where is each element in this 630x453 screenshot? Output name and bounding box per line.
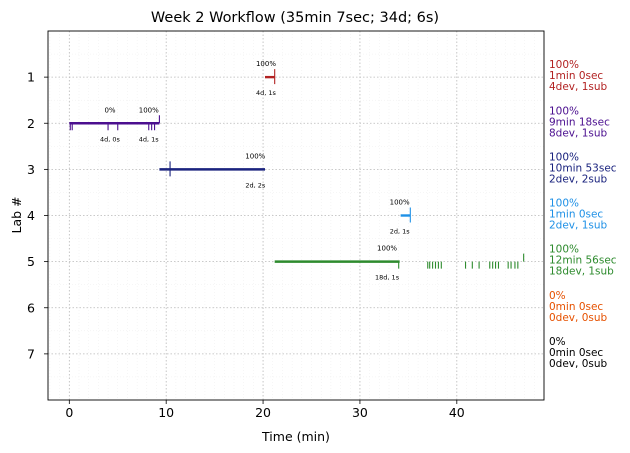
- lab-2-percent-label: 100%: [139, 106, 159, 114]
- y-tick-label: 4: [27, 208, 35, 223]
- lab-4-count-label: 2d, 1s: [390, 228, 411, 236]
- lab-2-summary-line: 100%: [549, 105, 579, 117]
- lab-4-percent-label: 100%: [390, 199, 410, 207]
- lab-1-summary-line: 4dev, 1sub: [549, 81, 608, 93]
- lab-1-count-label: 4d, 1s: [256, 89, 277, 97]
- y-tick-label: 6: [27, 300, 35, 315]
- lab-3-summary-line: 100%: [549, 151, 579, 163]
- lab-4-summary-line: 100%: [549, 198, 579, 210]
- lab-2-summary-line: 9min 18sec: [549, 116, 610, 128]
- lab-7-summary-line: 0min 0sec: [549, 347, 603, 359]
- y-tick-label: 3: [27, 162, 35, 177]
- lab-4-summary-line: 2dev, 1sub: [549, 220, 608, 232]
- series-layer: 100% 4d, 1s 0% 4d, 0s 100% 4d, 1s 100% 2d, 2s 10…: [69, 60, 525, 282]
- lab-1-summary-line: 1min 0sec: [549, 70, 603, 82]
- lab-1-percent-label: 100%: [256, 60, 276, 68]
- y-axis-label: Lab #: [9, 196, 24, 233]
- lab-5-count-label: 18d, 1s: [375, 274, 400, 282]
- x-tick-label: 20: [255, 405, 271, 420]
- y-tick-label: 5: [27, 254, 35, 269]
- lab-5-percent-label: 100%: [377, 245, 397, 253]
- x-tick-label: 30: [352, 405, 368, 420]
- lab-7-summary-line: 0dev, 0sub: [549, 358, 608, 370]
- y-axis: 1 2 3 4 5 6 7: [27, 70, 48, 361]
- lab-5-summary-line: 100%: [549, 244, 579, 256]
- lab-3-count-label: 2d, 2s: [245, 181, 266, 189]
- major-grid: [48, 31, 544, 400]
- chart-title: Week 2 Workflow (35min 7sec; 34d; 6s): [151, 10, 439, 26]
- x-tick-label: 40: [449, 405, 465, 420]
- y-tick-label: 1: [27, 70, 35, 85]
- lab-6-summary-line: 0dev, 0sub: [549, 312, 608, 324]
- x-axis-label: Time (min): [261, 429, 330, 444]
- lab-6-summary-line: 0%: [549, 290, 566, 302]
- x-tick-label: 0: [65, 405, 73, 420]
- x-tick-label: 10: [158, 405, 174, 420]
- lab-2-percent-label: 0%: [104, 106, 115, 114]
- lab-7-summary-line: 0%: [549, 336, 566, 348]
- lab-3-summary-line: 10min 53sec: [549, 162, 617, 174]
- lab-4-summary-line: 1min 0sec: [549, 209, 603, 221]
- lab-3-percent-label: 100%: [245, 152, 265, 160]
- x-axis: 0 10 20 30 40: [65, 400, 465, 420]
- lab-2-count-label: 4d, 1s: [139, 135, 160, 143]
- lab-5-summary-line: 12min 56sec: [549, 255, 617, 267]
- lab-3-summary-line: 2dev, 2sub: [549, 173, 608, 185]
- y-tick-label: 7: [27, 346, 35, 361]
- lab-6-summary-line: 0min 0sec: [549, 301, 603, 313]
- y-tick-label: 2: [27, 116, 35, 131]
- lab-2-count-label: 4d, 0s: [100, 135, 121, 143]
- lab-2-summary-line: 8dev, 1sub: [549, 127, 608, 139]
- lab-5-summary-line: 18dev, 1sub: [549, 266, 614, 278]
- lab-1-summary-line: 100%: [549, 59, 579, 71]
